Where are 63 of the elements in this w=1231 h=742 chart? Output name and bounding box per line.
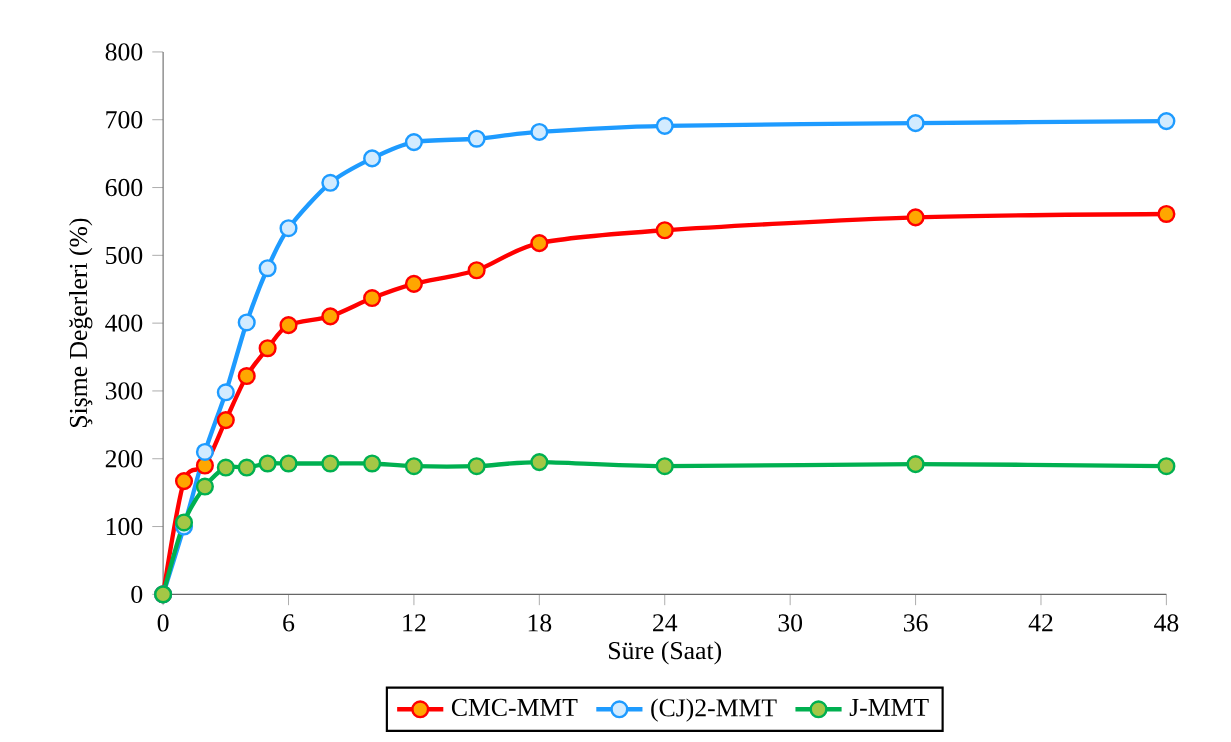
y-tick-label: 200: [105, 450, 143, 468]
point: [174, 513, 194, 532]
point: [404, 274, 423, 293]
point: [237, 366, 256, 386]
point: [258, 339, 277, 358]
point: [1157, 112, 1176, 131]
y-tick-label: 300: [105, 382, 143, 400]
point: [1157, 204, 1176, 224]
point: [363, 149, 382, 168]
point: [321, 307, 340, 326]
point: [530, 122, 549, 141]
y-tick-label: 600: [105, 178, 143, 197]
point: [467, 129, 486, 148]
x-tick-label: 30: [778, 614, 803, 632]
x-tick-label: 0: [157, 614, 169, 632]
y-tick-label: 100: [106, 517, 143, 536]
point: [655, 457, 674, 476]
point: [404, 457, 423, 476]
y-tick-label: 800: [105, 43, 143, 61]
point: [530, 453, 549, 472]
point: [195, 477, 214, 496]
point: [258, 259, 277, 278]
y-tick-label: 0: [131, 585, 143, 603]
point: [216, 458, 235, 477]
x-tick-label: 42: [1028, 614, 1053, 632]
point: [237, 313, 256, 332]
point: [216, 411, 235, 430]
legend-label: (CJ)2-MMT: [651, 698, 777, 722]
point: [530, 234, 549, 253]
point: [237, 458, 256, 477]
point: [279, 219, 298, 238]
point: [174, 472, 194, 491]
point: [1157, 457, 1176, 476]
x-tick-label: 36: [903, 614, 928, 632]
point: [404, 133, 423, 152]
point: [655, 116, 674, 135]
legend-label: J-MMT: [849, 698, 929, 716]
point: [258, 454, 277, 473]
legend-label: CMC-MMT: [451, 698, 578, 717]
x-tick-label: 48: [1154, 614, 1179, 632]
y-axis-title: Şişme Değerleri (%): [69, 218, 93, 427]
point: [655, 221, 674, 240]
y-tick-label: 700: [106, 111, 143, 129]
point: [216, 383, 235, 402]
point: [906, 455, 925, 474]
point: [906, 114, 925, 133]
point: [906, 208, 925, 227]
x-tick-label: 18: [528, 614, 552, 632]
point: [321, 173, 340, 192]
point: [363, 454, 382, 473]
point: [279, 316, 298, 335]
point: [467, 261, 486, 280]
x-tick-label: 24: [653, 614, 678, 632]
point: [467, 457, 486, 476]
point: [363, 288, 382, 308]
point: [279, 454, 298, 473]
point: [321, 454, 340, 473]
y-tick-label: 400: [105, 314, 143, 332]
y-tick-label: 500: [106, 246, 143, 264]
x-tick-label: 12: [403, 614, 426, 632]
x-axis-title: Süre (Saat): [609, 641, 722, 665]
point: [195, 442, 214, 461]
x-tick-label: 6: [283, 614, 295, 632]
